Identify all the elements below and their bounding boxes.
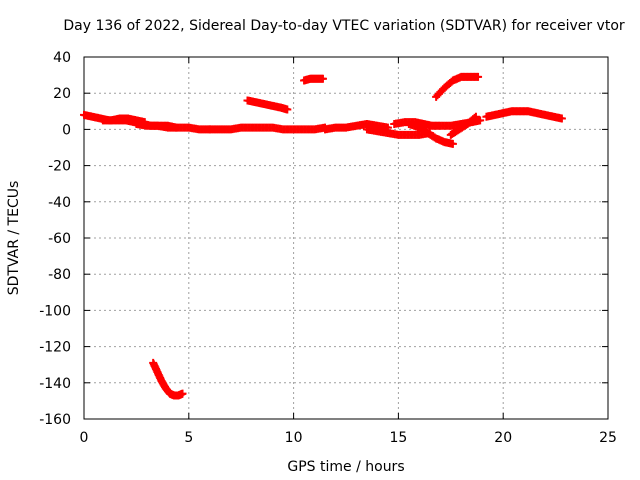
x-tick-label: 20 (494, 430, 512, 446)
data-point (448, 139, 457, 148)
data-point (557, 114, 566, 123)
y-tick-label: -60 (48, 231, 71, 247)
y-tick-label: -40 (48, 195, 71, 211)
series-arc-10 (404, 119, 457, 148)
series-arc-11 (432, 72, 483, 101)
data-point (318, 74, 327, 83)
x-tick-label: 25 (599, 430, 617, 446)
x-tick-label: 0 (80, 430, 89, 446)
data-point-interp (470, 113, 479, 122)
series-arc-14 (149, 358, 187, 400)
data-points (80, 72, 566, 400)
x-axis-ticks: 0 5 10 15 20 25 (80, 57, 617, 446)
y-tick-label: -100 (39, 303, 71, 319)
chart-title: Day 136 of 2022, Sidereal Day-to-day VTE… (63, 18, 625, 34)
y-tick-label: 0 (62, 122, 71, 138)
y-tick-label: -160 (39, 412, 71, 428)
y-tick-label: -20 (48, 159, 71, 175)
y-tick-label: 20 (53, 86, 71, 102)
data-point (474, 72, 483, 81)
series-arc-12 (446, 112, 480, 139)
series-arc-2 (98, 114, 149, 127)
data-point (471, 112, 480, 121)
x-tick-label: 15 (389, 430, 407, 446)
data-point (178, 389, 187, 398)
grid-lines (84, 57, 608, 419)
series-arc-13 (482, 107, 566, 123)
y-tick-label: -140 (39, 376, 71, 392)
series-arc-6 (300, 74, 327, 85)
data-point (283, 105, 292, 114)
series-arc-3 (132, 119, 214, 134)
series-arc-4 (205, 123, 330, 134)
y-tick-label: 40 (53, 50, 71, 66)
y-axis-label: SDTVAR / TECUs (6, 181, 22, 296)
y-tick-label: -120 (39, 340, 71, 356)
series-arc-5 (243, 96, 292, 114)
x-tick-label: 10 (285, 430, 303, 446)
series-arc-7 (321, 119, 392, 134)
data-point (476, 116, 485, 125)
x-tick-label: 5 (184, 430, 193, 446)
y-tick-label: -80 (48, 267, 71, 283)
y-axis-ticks: 40 20 0 -20 -40 -60 -80 -100 -120 -140 -160 (39, 50, 608, 428)
x-axis-label: GPS time / hours (287, 459, 404, 475)
